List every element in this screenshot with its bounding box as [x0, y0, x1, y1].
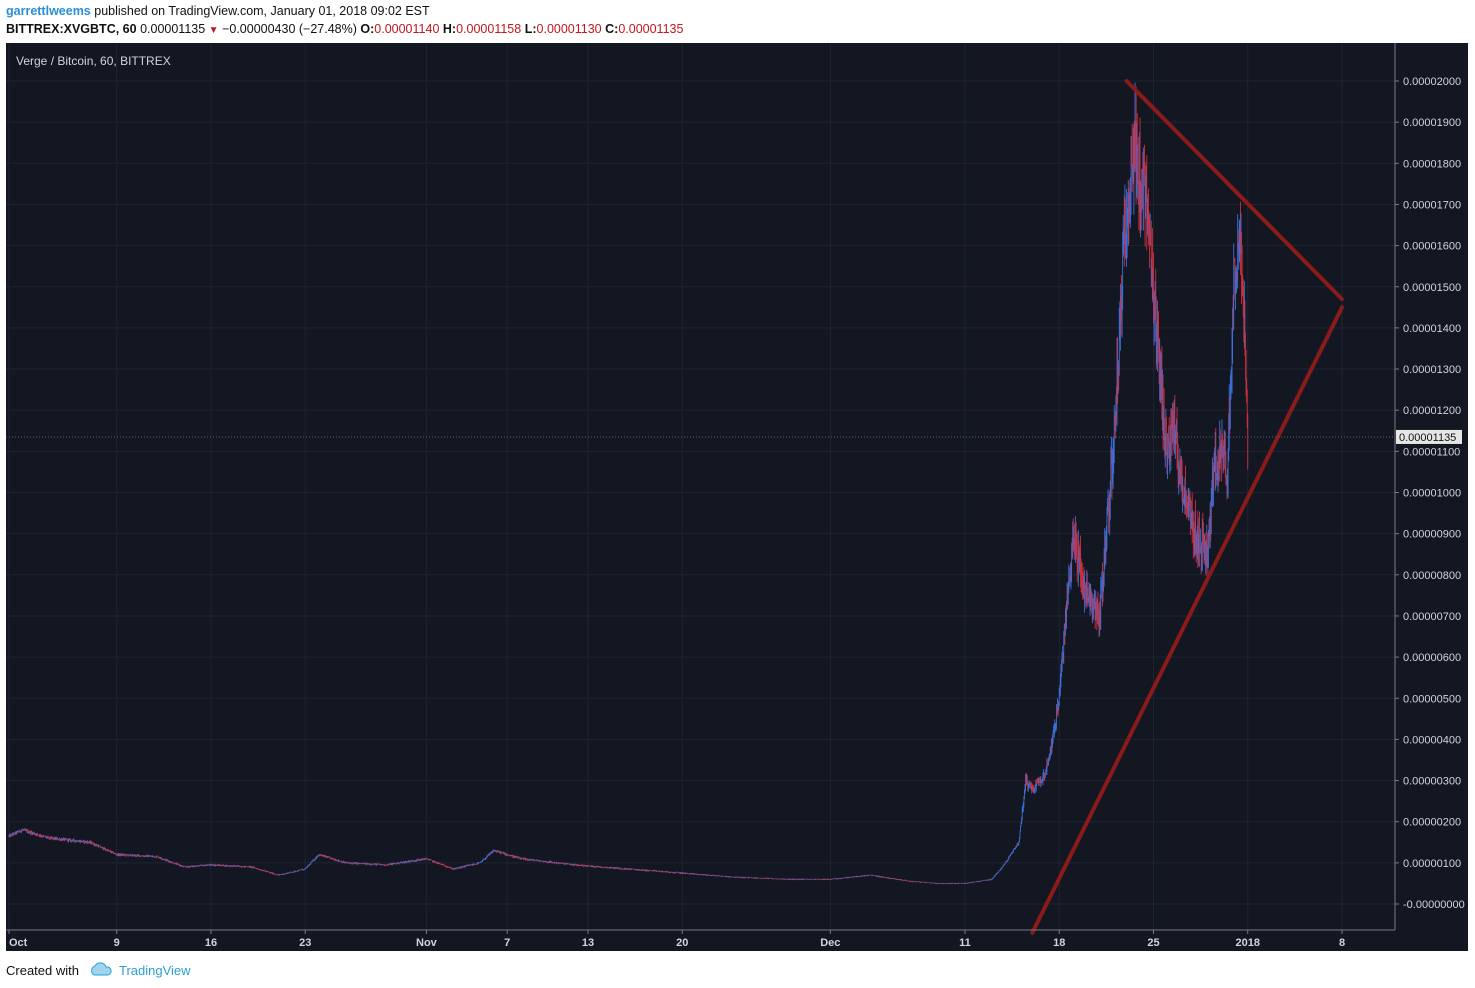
last-price-badge	[1396, 429, 1462, 444]
publish-text: published on TradingView.com, January 01…	[90, 4, 430, 18]
x-tick-label: 13	[582, 937, 594, 949]
y-tick-label: 0.00001000	[1403, 488, 1461, 500]
y-tick-label: 0.00000500	[1403, 693, 1461, 705]
close-value: 0.00001135	[618, 22, 684, 36]
last-price-label: 0.00001135	[1399, 432, 1456, 444]
y-tick-label: 0.00001300	[1403, 364, 1461, 376]
y-tick-label: 0.00002000	[1403, 76, 1461, 88]
x-tick-label: 25	[1147, 937, 1159, 949]
author-link[interactable]: garrettlweems	[6, 4, 91, 18]
open-label: O:	[360, 22, 375, 36]
x-tick-label: 8	[1339, 937, 1345, 949]
price-change: −0.00000430 (−27.48%)	[222, 22, 357, 36]
y-tick-label: 0.00000200	[1403, 817, 1461, 829]
x-tick-label: 23	[299, 937, 311, 949]
y-tick-label: 0.00001100	[1403, 446, 1460, 458]
y-tick-label: 0.00000900	[1403, 529, 1461, 541]
y-tick-label: 0.00001200	[1403, 405, 1461, 417]
x-tick-label: 11	[959, 937, 971, 949]
y-tick-label: 0.00000700	[1403, 611, 1461, 623]
ohlc-line: BITTREX:XVGBTC, 60 0.00001135 ▼ −0.00000…	[6, 22, 683, 36]
x-tick-label: 2018	[1236, 937, 1260, 949]
x-tick-label: Oct	[9, 937, 28, 949]
x-tick-label: 16	[205, 937, 217, 949]
high-value: 0.00001158	[456, 22, 522, 36]
low-label: L:	[524, 22, 537, 36]
low-value: 0.00001130	[536, 22, 602, 36]
created-with-text: Created with	[6, 963, 79, 978]
x-tick-label: 7	[504, 937, 510, 949]
down-arrow-icon: ▼	[208, 25, 219, 36]
symbol-label: BITTREX:XVGBTC, 60	[6, 22, 137, 36]
x-tick-label: 20	[676, 937, 688, 949]
y-tick-label: -0.00000000	[1403, 899, 1465, 911]
y-tick-label: 0.00001700	[1403, 199, 1461, 211]
open-value: 0.00001140	[374, 22, 440, 36]
y-tick-label: 0.00001500	[1403, 282, 1461, 294]
tradingview-link[interactable]: TradingView	[118, 963, 191, 978]
y-tick-label: 0.00001800	[1403, 158, 1461, 170]
y-tick-label: 0.00000400	[1403, 734, 1461, 746]
chart-area[interactable]: 0.00002000 0.00001900 0.00001800 0.00001700…	[6, 43, 1468, 951]
footer: Created with TradingView	[6, 962, 191, 979]
x-tick-label: Nov	[416, 937, 438, 949]
x-tick-label: 18	[1053, 937, 1065, 949]
y-tick-label: 0.00000100	[1403, 858, 1461, 870]
trendline	[1124, 79, 1344, 302]
high-label: H:	[442, 22, 457, 36]
y-tick-label: 0.00001400	[1403, 323, 1461, 335]
last-price: 0.00001135	[140, 22, 206, 36]
y-tick-label: 0.00001600	[1403, 241, 1461, 253]
y-tick-label: 0.00000600	[1403, 652, 1461, 664]
x-tick-label: 9	[114, 937, 120, 949]
tradingview-logo-icon[interactable]	[89, 962, 113, 979]
y-tick-label: 0.00001900	[1403, 117, 1461, 129]
trendline	[1030, 305, 1344, 935]
publish-line: garrettlweems published on TradingView.c…	[6, 4, 430, 18]
y-tick-label: 0.00000300	[1403, 776, 1461, 788]
x-tick-label: Dec	[820, 937, 840, 949]
chart-title: Verge / Bitcoin, 60, BITTREX	[16, 54, 171, 68]
close-label: C:	[605, 22, 619, 36]
y-tick-label: 0.00000800	[1403, 570, 1461, 582]
price-chart[interactable]: 0.00002000 0.00001900 0.00001800 0.00001700…	[6, 43, 1468, 951]
